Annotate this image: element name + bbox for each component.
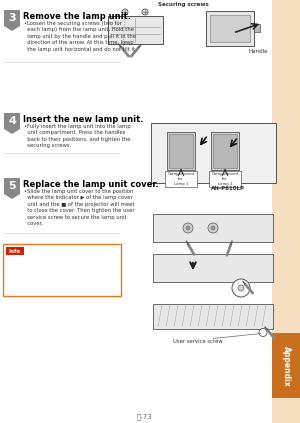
Text: Appendix: Appendix (281, 346, 290, 386)
FancyBboxPatch shape (210, 14, 250, 41)
Text: Replace the lamp unit cover.: Replace the lamp unit cover. (23, 180, 159, 189)
Circle shape (211, 226, 215, 230)
Text: User service screw: User service screw (173, 338, 223, 343)
FancyBboxPatch shape (272, 333, 300, 398)
FancyBboxPatch shape (4, 178, 20, 194)
FancyBboxPatch shape (153, 303, 273, 329)
Circle shape (142, 9, 148, 15)
Text: •Loosen the securing screws (two for
  each lamp) from the lamp unit. Hold the
 : •Loosen the securing screws (two for eac… (24, 21, 137, 52)
Text: Compartment
for
Lamp 2: Compartment for Lamp 2 (211, 173, 239, 186)
FancyBboxPatch shape (206, 11, 254, 46)
Text: Info: Info (9, 248, 21, 253)
Text: Compartment
for
Lamp 1: Compartment for Lamp 1 (167, 173, 195, 186)
Text: 5: 5 (8, 181, 16, 191)
Circle shape (238, 285, 244, 291)
FancyBboxPatch shape (4, 10, 20, 26)
FancyBboxPatch shape (254, 24, 260, 32)
Text: ⓒ-73: ⓒ-73 (137, 414, 153, 420)
Text: Handle: Handle (248, 49, 268, 53)
Polygon shape (4, 26, 20, 31)
Circle shape (186, 226, 190, 230)
Text: 3: 3 (8, 13, 16, 23)
Polygon shape (4, 129, 20, 134)
FancyBboxPatch shape (6, 247, 24, 255)
FancyBboxPatch shape (165, 171, 197, 187)
Text: Insert the new lamp unit.: Insert the new lamp unit. (23, 115, 143, 124)
FancyBboxPatch shape (153, 254, 273, 282)
Text: •If the lamp unit and lamp unit cover are not
  correctly installed, the power w: •If the lamp unit and lamp unit cover ar… (6, 259, 120, 283)
Circle shape (183, 223, 193, 233)
Text: Securing screws: Securing screws (158, 2, 209, 7)
FancyBboxPatch shape (213, 134, 237, 168)
Text: AN-P610LP: AN-P610LP (211, 186, 245, 191)
FancyBboxPatch shape (209, 171, 241, 187)
Polygon shape (4, 194, 20, 199)
FancyBboxPatch shape (169, 134, 193, 168)
FancyBboxPatch shape (272, 0, 300, 423)
FancyBboxPatch shape (3, 244, 121, 296)
Text: •Slide the lamp unit cover to the position
  where the indicator ▶ of the lamp c: •Slide the lamp unit cover to the positi… (24, 189, 135, 226)
FancyBboxPatch shape (151, 123, 275, 183)
FancyBboxPatch shape (167, 132, 195, 170)
Text: •Fully insert the lamp unit into the lamp
  unit compartment. Press the handles
: •Fully insert the lamp unit into the lam… (24, 124, 130, 148)
Text: 4: 4 (8, 116, 16, 126)
Circle shape (259, 329, 267, 337)
FancyBboxPatch shape (107, 16, 163, 44)
FancyBboxPatch shape (4, 113, 20, 129)
FancyBboxPatch shape (211, 132, 239, 170)
Text: Remove the lamp unit.: Remove the lamp unit. (23, 12, 131, 21)
Circle shape (122, 9, 128, 15)
Circle shape (232, 279, 250, 297)
FancyBboxPatch shape (153, 214, 273, 242)
Circle shape (208, 223, 218, 233)
